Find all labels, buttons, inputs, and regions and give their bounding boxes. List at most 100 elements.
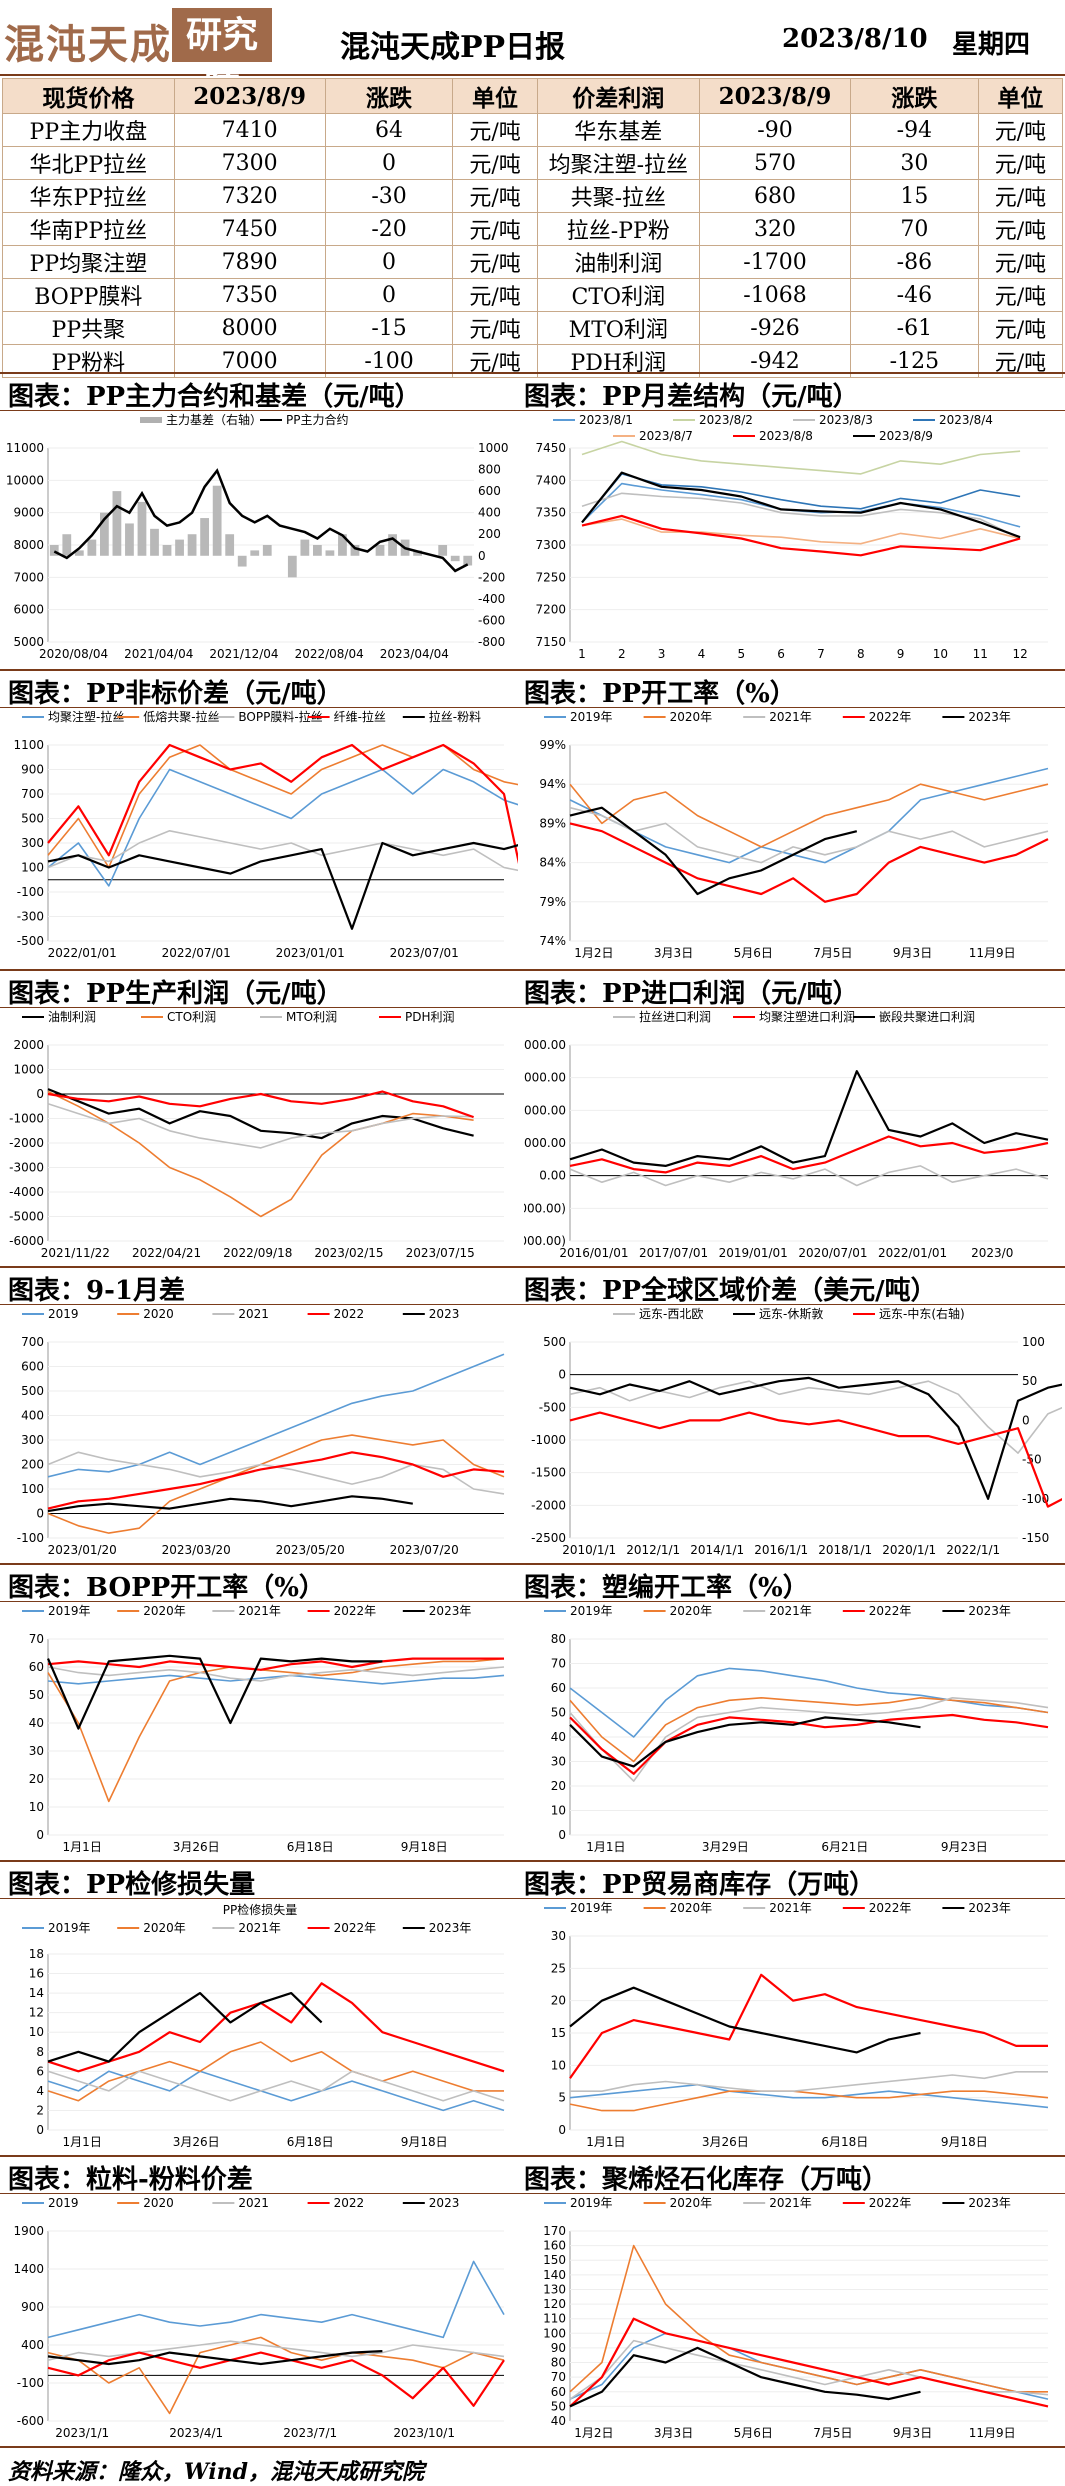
y-tick-label: 0 bbox=[36, 1828, 44, 1842]
y2-tick-label: 100 bbox=[1022, 1335, 1045, 1349]
legend-label: 2023年 bbox=[968, 710, 1011, 724]
series-line bbox=[570, 2071, 1048, 2092]
table-header-row: 现货价格 2023/8/9 涨跌 单位 价差利润 2023/8/9 涨跌 单位 bbox=[2, 78, 1064, 114]
table-cell: PP均聚注塑 bbox=[2, 245, 175, 279]
basis-bar bbox=[350, 545, 360, 556]
y-tick-label: 60 bbox=[551, 1681, 566, 1695]
chart-heading-left: 图表：PP检修损失量 bbox=[8, 1870, 256, 1900]
y-tick-label: 30 bbox=[551, 1755, 566, 1769]
legend-label: 2019 bbox=[48, 1307, 79, 1321]
chart-heading-left: 图表：PP非标价差（元/吨） bbox=[8, 679, 343, 709]
legend-label: 油制利润 bbox=[48, 1010, 96, 1024]
legend-label: 2021年 bbox=[769, 2196, 812, 2210]
legend-label: 2023/8/4 bbox=[939, 413, 993, 427]
footer: 资料来源：隆众，Wind，混沌天成研究院 bbox=[0, 2446, 1065, 2486]
chart-heading-right: 图表：塑编开工率（%） bbox=[524, 1573, 809, 1603]
series-line bbox=[569, 1697, 1049, 1763]
y-tick-label: 300 bbox=[21, 836, 44, 850]
table-cell: 7450 bbox=[173, 212, 326, 246]
report-weekday: 星期四 bbox=[952, 30, 1031, 60]
y2-tick-label: 1000 bbox=[478, 441, 509, 455]
y-tick-label: 9000 bbox=[13, 506, 44, 520]
series-line bbox=[47, 1434, 505, 1534]
table-row: PP主力收盘 7410 64 元/吨 华东基差 -90 -94 元/吨 bbox=[2, 113, 1064, 147]
legend-label: 主力基差（右轴） bbox=[166, 412, 262, 427]
report-header: 混沌天成 研究院 混沌天成PP日报 2023/8/10 星期四 bbox=[0, 0, 1065, 110]
y-tick-label: 4000.00 bbox=[524, 1038, 566, 1052]
y-tick-label: 15 bbox=[551, 2026, 566, 2040]
y-tick-label: 40 bbox=[551, 2414, 566, 2428]
series-line bbox=[47, 1674, 505, 1685]
y-tick-label: 7000 bbox=[13, 570, 44, 584]
table-cell: 元/吨 bbox=[977, 278, 1064, 312]
series-line bbox=[569, 1713, 1049, 1775]
legend-label: 2019年 bbox=[48, 1604, 91, 1618]
table-row: 华南PP拉丝 7450 -20 元/吨 拉丝-PP粉 320 70 元/吨 bbox=[2, 212, 1064, 246]
table-cell: 元/吨 bbox=[452, 212, 538, 246]
series-line-pp-main bbox=[53, 468, 469, 573]
x-tick-label: 7月5日 bbox=[813, 946, 852, 960]
x-tick-label: 11月9日 bbox=[969, 946, 1016, 960]
x-tick-label: 3月3日 bbox=[654, 946, 693, 960]
y-tick-label: 1000 bbox=[13, 1063, 44, 1077]
x-tick-label: 6月18日 bbox=[287, 2135, 334, 2149]
basis-bar bbox=[62, 534, 72, 556]
legend-label: 2020 bbox=[143, 1307, 174, 1321]
series-line bbox=[47, 743, 518, 865]
chart-panel-c10: 80 70 60 50 40 30 20 10 0 1月1日 3月29日 6月21日 9月23日 2019… bbox=[524, 1601, 1062, 1861]
table-cell: 7300 bbox=[173, 146, 326, 180]
y-tick-label: (2000.00) bbox=[524, 1234, 566, 1248]
y-tick-label: 300 bbox=[21, 1433, 44, 1447]
y-tick-label: -600 bbox=[17, 2414, 44, 2428]
series-line bbox=[569, 2090, 1049, 2112]
chart-panel-c7: 700 600 500 400 300 200 100 0 -100 2023/01/20 2023… bbox=[2, 1304, 518, 1564]
chart-title: PP检修损失量 bbox=[223, 1902, 297, 1917]
x-tick-label: 9 bbox=[897, 647, 905, 661]
x-tick-label: 2016/1/1 bbox=[754, 1543, 808, 1557]
x-tick-label: 2020/08/04 bbox=[39, 647, 108, 661]
table-cell: 0 bbox=[324, 245, 454, 279]
y-tick-label: 150 bbox=[543, 2253, 566, 2267]
series-line bbox=[581, 514, 1021, 557]
legend-label: 2023/8/8 bbox=[759, 429, 813, 443]
y2-tick-label: 200 bbox=[478, 527, 501, 541]
y-tick-label: 50 bbox=[551, 2399, 566, 2413]
y-tick-label: 900 bbox=[21, 2300, 44, 2314]
y-tick-label: 110 bbox=[543, 2312, 566, 2326]
chart-svg: 200010000-1000-2000-3000-4000-5000-60002… bbox=[9, 1010, 504, 1260]
y-tick-label: 80 bbox=[551, 2356, 566, 2370]
basis-bar bbox=[413, 550, 423, 556]
chart-svg: 99% 94% 89% 84% 79% 74% 1月2日 3月3日 5月6日 7月5日 9月3日 11… bbox=[539, 710, 1049, 960]
y-tick-label: 7200 bbox=[535, 603, 566, 617]
plot-area: 99% 94% 89% 84% 79% 74% 1月2日 3月3日 5月6日 7月5日 9月3日 11… bbox=[539, 738, 1049, 960]
x-tick-label: 3 bbox=[658, 647, 666, 661]
x-tick-label: 2010/1/1 bbox=[562, 1543, 616, 1557]
series-line bbox=[47, 768, 518, 887]
legend-label: 2019年 bbox=[570, 710, 613, 724]
table-cell: 0 bbox=[324, 278, 454, 312]
x-tick-label: 2023/4/1 bbox=[169, 2426, 223, 2440]
table-header-cell: 涨跌 bbox=[324, 78, 454, 114]
y-tick-label: (1000.00) bbox=[524, 1201, 566, 1215]
y-tick-label: 1900 bbox=[13, 2224, 44, 2238]
table-cell: 元/吨 bbox=[977, 212, 1064, 246]
legend-label: 2023/8/7 bbox=[639, 429, 693, 443]
table-cell: 油制利润 bbox=[536, 245, 701, 279]
series-line bbox=[47, 1090, 474, 1218]
y-tick-label: 400 bbox=[21, 1409, 44, 1423]
x-tick-label: 6月18日 bbox=[287, 1840, 334, 1854]
y-tick-label: 5 bbox=[558, 2091, 566, 2105]
y-tick-label: 84% bbox=[539, 856, 566, 870]
series-line bbox=[569, 806, 858, 896]
legend-label: 2021年 bbox=[769, 1901, 812, 1915]
x-tick-label: 9月18日 bbox=[401, 2135, 448, 2149]
y-tick-label: -5000 bbox=[9, 1210, 44, 1224]
series-line bbox=[47, 1657, 505, 1803]
x-tick-label: 2023/04/04 bbox=[380, 647, 449, 661]
x-tick-label: 2018/1/1 bbox=[818, 1543, 872, 1557]
section-header: 图表：PP检修损失量 图表：PP贸易商库存（万吨） bbox=[0, 1860, 1065, 1900]
series-line bbox=[569, 1986, 921, 2054]
y-tick-label: -1000 bbox=[9, 1112, 44, 1126]
table-cell: 元/吨 bbox=[977, 179, 1064, 213]
